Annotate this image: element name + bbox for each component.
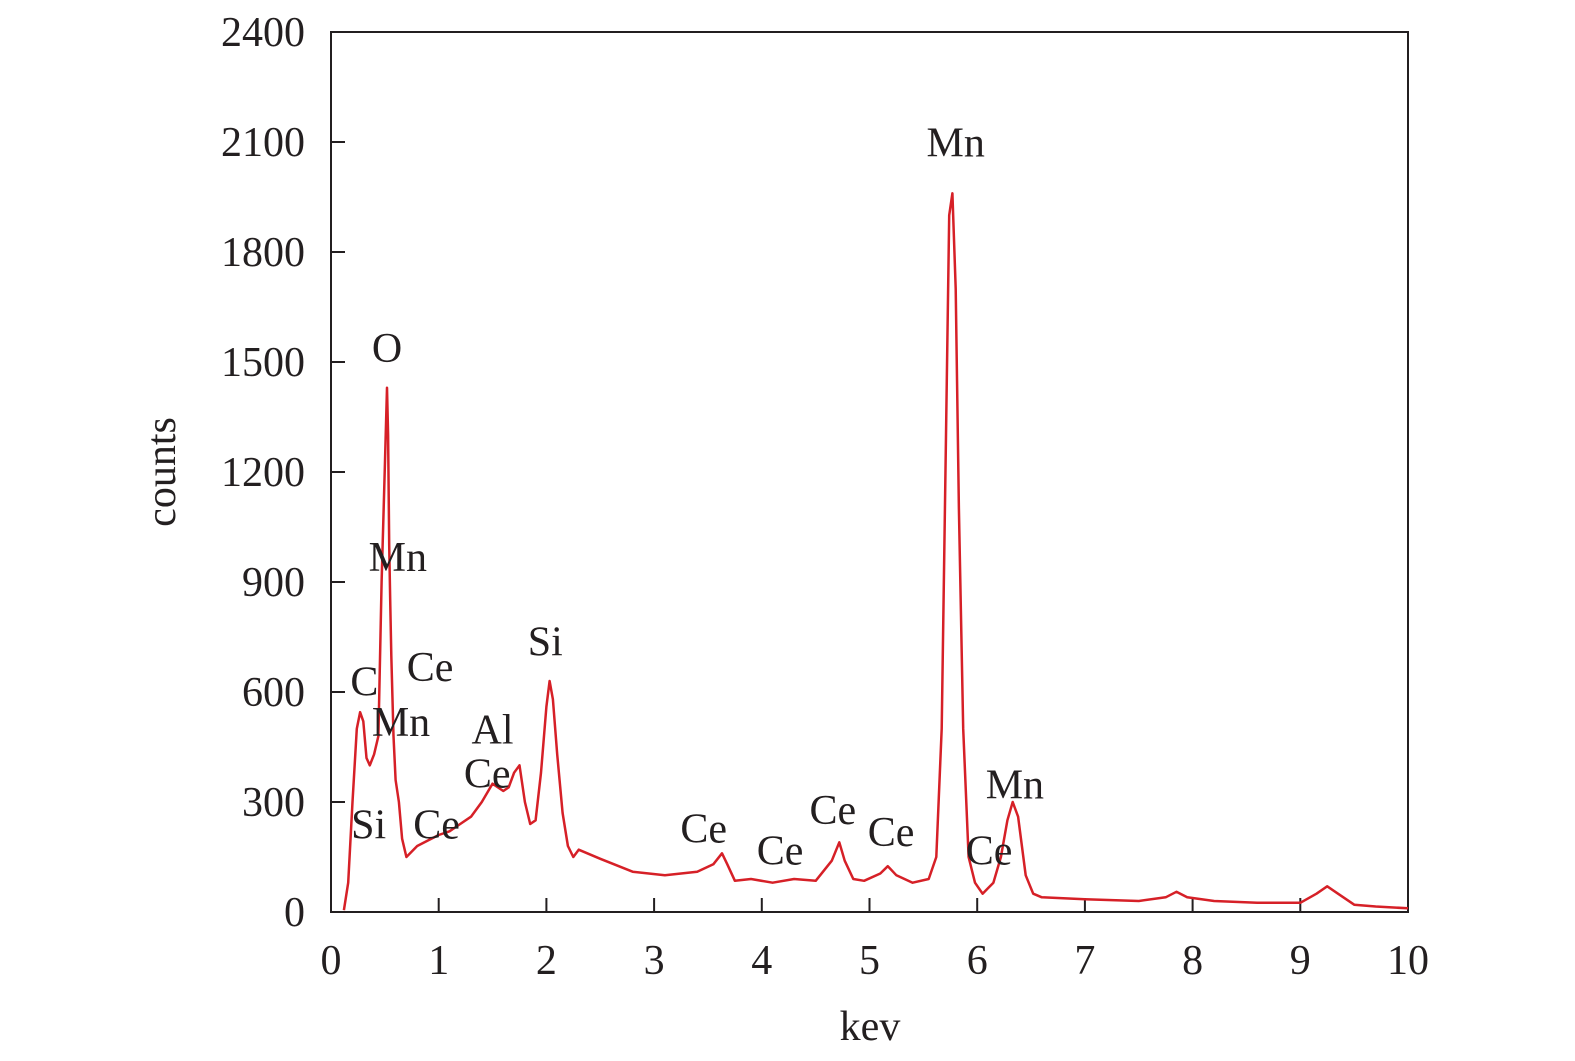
peak-label: Ce: [680, 806, 727, 852]
y-tick-label: 600: [242, 670, 305, 716]
peak-label: Mn: [986, 762, 1044, 808]
y-axis-title: counts: [139, 417, 185, 527]
y-axis: 0 300 600 900 1200 1500 1800 2100 2400: [221, 10, 345, 936]
peak-label: Ce: [407, 645, 454, 691]
y-tick-label: 1200: [221, 450, 305, 496]
x-tick-label: 7: [1074, 938, 1095, 984]
x-tick-label: 9: [1290, 938, 1311, 984]
x-tick-label: 5: [859, 938, 880, 984]
y-tick-label: 900: [242, 560, 305, 606]
peak-label: Si: [351, 803, 386, 849]
y-tick-label: 2100: [221, 120, 305, 166]
x-tick-label: 1: [428, 938, 449, 984]
peak-label: Ce: [464, 751, 511, 797]
x-axis: 0 1 2 3 4 5 6 7 8 9 10: [321, 898, 1429, 984]
peak-label: Ce: [868, 810, 915, 856]
y-tick-label: 1500: [221, 340, 305, 386]
peak-label: Ce: [966, 828, 1013, 874]
peak-label: Si: [528, 619, 563, 665]
peak-label: Mn: [926, 121, 984, 167]
x-tick-label: 6: [967, 938, 988, 984]
x-axis-title: kev: [840, 1004, 901, 1050]
x-tick-label: 4: [751, 938, 772, 984]
spectrum-line: [342, 192, 1409, 911]
x-tick-label: 0: [321, 938, 342, 984]
peak-label: O: [372, 326, 402, 372]
peak-label: C: [350, 660, 378, 706]
y-tick-label: 0: [284, 890, 305, 936]
peak-label: Mn: [369, 535, 427, 581]
peak-label: Al: [472, 707, 514, 753]
y-tick-label: 2400: [221, 10, 305, 56]
y-tick-label: 300: [242, 780, 305, 826]
x-tick-label: 2: [536, 938, 557, 984]
peak-label: Ce: [413, 803, 460, 849]
y-tick-label: 1800: [221, 230, 305, 276]
x-tick-label: 10: [1387, 938, 1429, 984]
peak-label: Mn: [372, 700, 430, 746]
peak-label: Ce: [757, 828, 804, 874]
x-tick-label: 3: [644, 938, 665, 984]
x-tick-label: 8: [1182, 938, 1203, 984]
peak-label: Ce: [810, 788, 857, 834]
